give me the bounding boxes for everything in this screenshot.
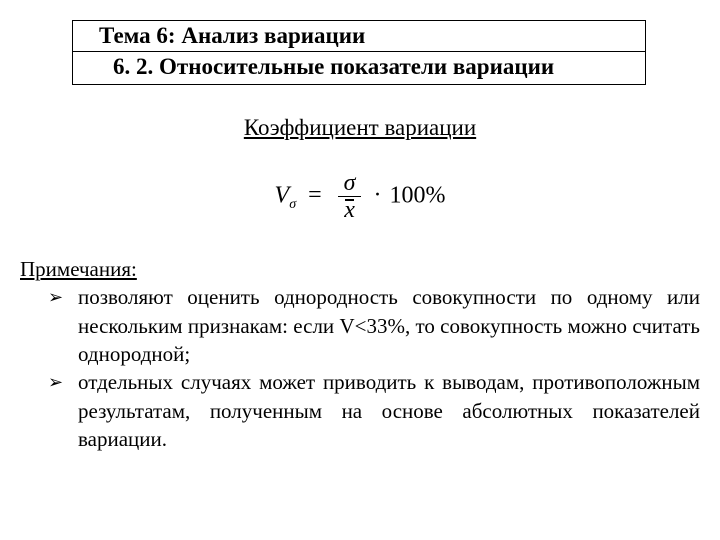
list-item: ➢ позволяют оценить однородность совокуп… [20, 283, 700, 368]
bullet-icon: ➢ [48, 285, 63, 309]
formula: Vσ = σ x · 100% [0, 170, 720, 224]
section-title: 6. 2. Относительные показатели вариации [73, 52, 645, 84]
notes-block: Примечания: ➢ позволяют оценить однородн… [20, 255, 700, 453]
formula-lhs-var: V [275, 182, 290, 208]
formula-equals: = [308, 182, 322, 208]
topic-title: Тема 6: Анализ вариации [73, 21, 645, 52]
list-item: ➢ отдельных случаях может приводить к вы… [20, 368, 700, 453]
note-text-1: позволяют оценить однородность совокупно… [78, 285, 700, 366]
notes-title: Примечания: [20, 255, 700, 283]
note-text-2: отдельных случаях может приводить к выво… [78, 370, 700, 451]
formula-numerator: σ [338, 170, 362, 197]
header-box: Тема 6: Анализ вариации 6. 2. Относитель… [72, 20, 646, 85]
slide-page: Тема 6: Анализ вариации 6. 2. Относитель… [0, 0, 720, 540]
subtitle: Коэффициент вариации [0, 115, 720, 141]
formula-rhs: 100% [389, 182, 445, 208]
formula-lhs-sub: σ [289, 197, 296, 212]
bullet-icon: ➢ [48, 370, 63, 394]
formula-fraction: σ x [338, 170, 362, 224]
formula-denominator: x [338, 197, 362, 223]
formula-dot: · [373, 182, 381, 208]
